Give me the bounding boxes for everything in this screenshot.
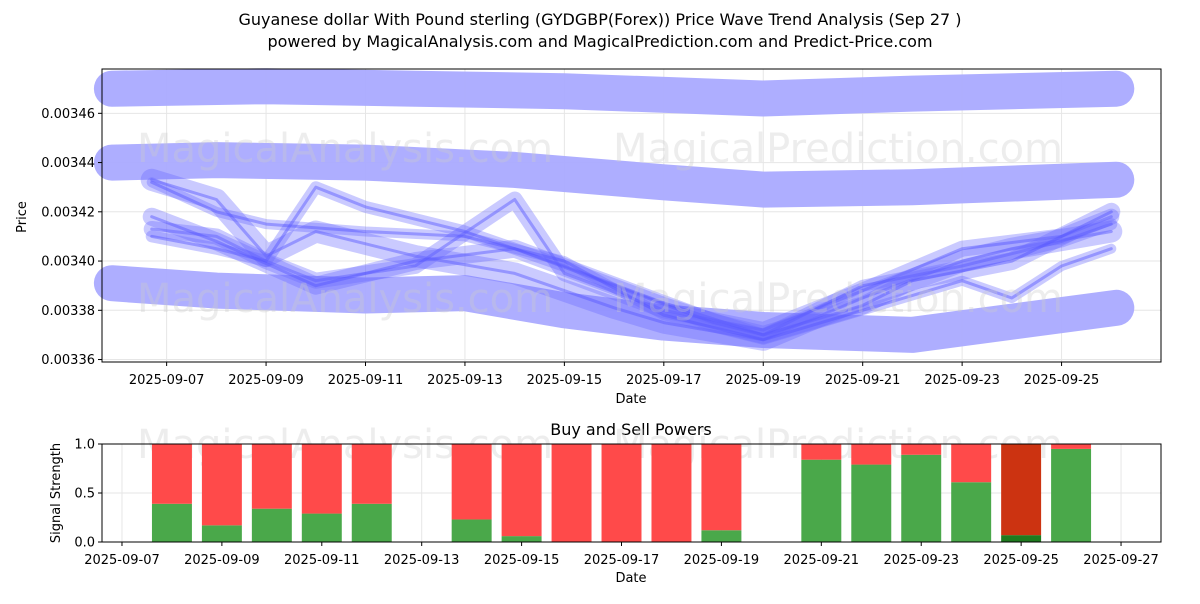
signal-y-label: Signal Strength: [49, 443, 64, 543]
buy-bar: [301, 513, 342, 542]
signal-y-ticks: 0.0 0.5 1.0: [74, 438, 102, 551]
price-x-tick-label: 2025-09-07: [129, 373, 205, 388]
sell-bar: [801, 444, 842, 460]
signal-chart-title: Buy and Sell Powers: [550, 420, 712, 439]
signal-x-ticks: 2025-09-07 2025-09-09 2025-09-11 2025-09-13…: [84, 542, 1159, 568]
signal-x-tick-label: 2025-09-19: [684, 553, 760, 568]
price-y-tick-label: 0.00344: [41, 156, 95, 171]
price-wave-core-2: [150, 198, 1113, 332]
price-wave-core-1: [150, 178, 1113, 342]
signal-y-tick-label: 1.0: [74, 438, 95, 453]
buy-bar: [951, 482, 992, 542]
buy-bar: [201, 525, 242, 542]
price-x-tick-label: 2025-09-15: [527, 373, 603, 388]
price-y-label: Price: [15, 201, 30, 233]
sell-bar: [251, 444, 292, 509]
sell-bar: [651, 444, 692, 542]
signal-x-tick-label: 2025-09-25: [983, 553, 1059, 568]
buy-bar: [701, 530, 742, 542]
signal-y-tick-label: 0.0: [74, 536, 95, 551]
buy-bar: [151, 503, 192, 542]
signal-x-tick-label: 2025-09-15: [484, 553, 560, 568]
signal-x-tick-label: 2025-09-07: [84, 553, 160, 568]
watermark-analysis: MagicalAnalysis.com: [137, 126, 553, 172]
buy-bar: [801, 459, 842, 542]
sell-bar: [351, 444, 392, 504]
price-wave-core-4: [150, 210, 1113, 337]
main-title-line2: powered by MagicalAnalysis.com and Magic…: [267, 32, 932, 51]
price-band-2: [93, 142, 1135, 208]
sell-bar: [851, 444, 892, 465]
main-title-line1: Guyanese dollar With Pound sterling (GYD…: [238, 10, 961, 29]
price-y-ticks: 0.00336 0.00338 0.00340 0.00342 0.00344 0.003…: [41, 107, 102, 368]
signal-x-tick-label: 2025-09-27: [1083, 553, 1159, 568]
top-watermarks: MagicalAnalysis.com MagicalPrediction.co…: [137, 126, 1063, 322]
signal-x-tick-label: 2025-09-09: [184, 553, 260, 568]
signal-bars: [151, 444, 1092, 542]
price-x-tick-label: 2025-09-23: [924, 373, 1000, 388]
price-wave-3: [145, 181, 1118, 341]
price-x-tick-label: 2025-09-21: [825, 373, 901, 388]
price-x-tick-label: 2025-09-13: [427, 373, 503, 388]
price-x-label: Date: [615, 392, 646, 407]
price-wave-core-3: [150, 185, 1113, 337]
buy-bar: [901, 454, 942, 542]
sell-bar: [701, 444, 742, 531]
price-y-tick-label: 0.00342: [41, 205, 95, 220]
sell-bar: [451, 444, 492, 520]
buy-bar: [1051, 448, 1092, 542]
price-y-tick-label: 0.00346: [41, 107, 95, 122]
signal-x-tick-label: 2025-09-23: [883, 553, 959, 568]
sell-bar: [201, 444, 242, 526]
watermark-prediction: MagicalPrediction.com: [613, 126, 1063, 172]
price-y-tick-label: 0.00340: [41, 255, 95, 270]
price-band-1: [93, 68, 1135, 117]
sell-bar: [1001, 444, 1042, 536]
watermark-analysis-lower: MagicalAnalysis.com: [137, 276, 553, 322]
sell-bar: [1051, 444, 1092, 449]
price-x-tick-label: 2025-09-25: [1024, 373, 1100, 388]
buy-bar: [251, 508, 292, 542]
sell-bar: [951, 444, 992, 483]
buy-bar: [451, 519, 492, 542]
sell-bar: [301, 444, 342, 514]
price-bands: [93, 68, 1135, 353]
price-x-tick-label: 2025-09-17: [626, 373, 702, 388]
price-plot-frame: [101, 68, 1162, 363]
sell-bar: [151, 444, 192, 504]
price-x-tick-label: 2025-09-09: [228, 373, 304, 388]
price-wave-5: [146, 177, 1117, 345]
price-waves: [140, 168, 1123, 351]
buy-bar: [1001, 535, 1042, 542]
watermark-prediction-lower: MagicalPrediction.com: [613, 276, 1063, 322]
price-wave-2: [143, 191, 1120, 338]
price-x-tick-label: 2025-09-11: [328, 373, 404, 388]
buy-bar: [351, 503, 392, 542]
signal-x-tick-label: 2025-09-11: [284, 553, 360, 568]
sell-bar: [901, 444, 942, 455]
sell-bar: [551, 444, 592, 542]
price-y-tick-label: 0.00336: [41, 353, 95, 368]
buy-bar: [851, 464, 892, 542]
signal-x-tick-label: 2025-09-21: [784, 553, 860, 568]
buy-bar: [501, 536, 542, 542]
price-wave-1: [140, 168, 1123, 351]
price-wave-core-5: [150, 180, 1113, 342]
signal-x-tick-label: 2025-09-17: [584, 553, 660, 568]
signal-y-tick-label: 0.5: [74, 487, 95, 502]
sell-bar: [501, 444, 542, 537]
price-band-3: [93, 265, 1135, 353]
price-y-tick-label: 0.00338: [41, 304, 95, 319]
sell-bar: [601, 444, 642, 542]
signal-x-label: Date: [615, 571, 646, 586]
signal-x-tick-label: 2025-09-13: [384, 553, 460, 568]
price-x-ticks: 2025-09-07 2025-09-09 2025-09-11 2025-09-13…: [129, 362, 1099, 388]
price-wave-4: [142, 202, 1121, 344]
price-x-tick-label: 2025-09-19: [725, 373, 801, 388]
